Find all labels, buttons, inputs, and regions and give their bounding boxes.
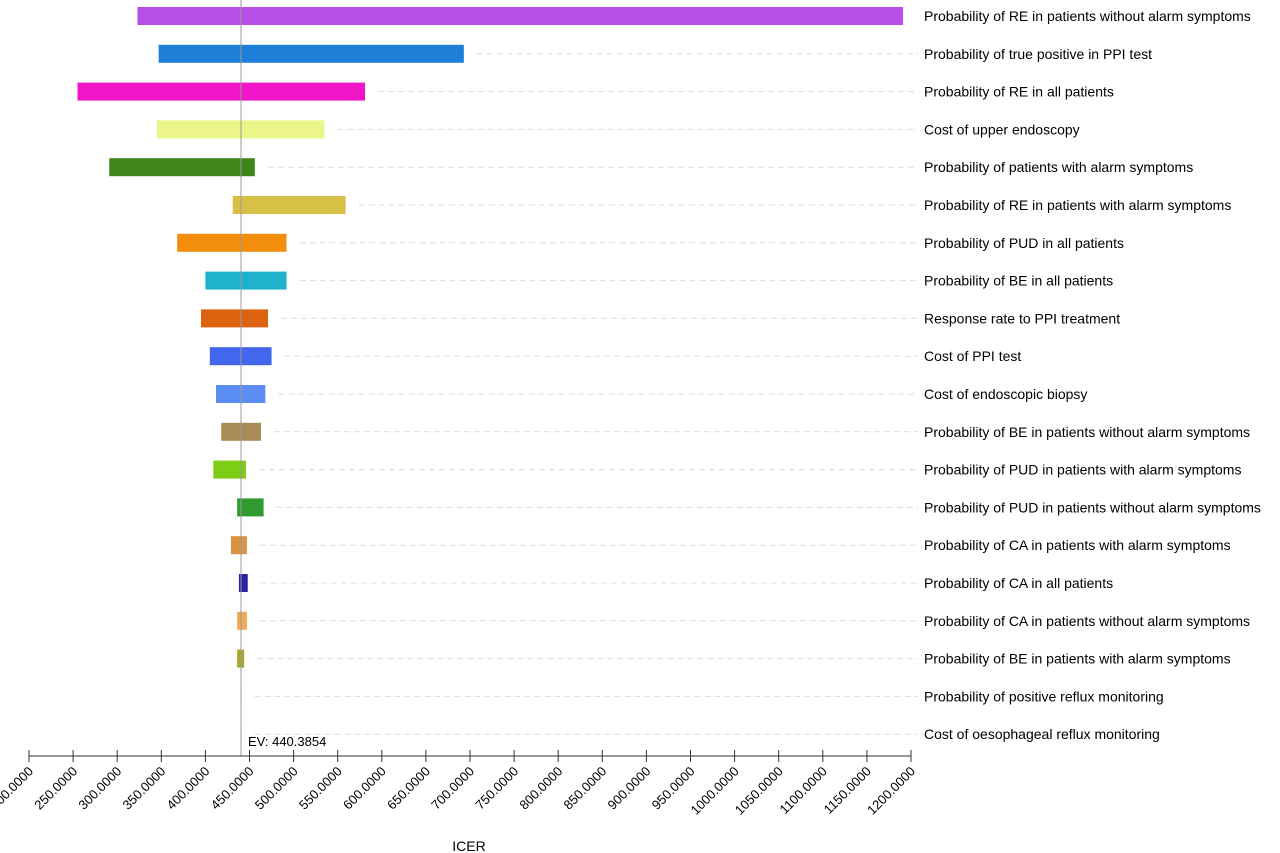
bar-label: Cost of PPI test bbox=[924, 348, 1021, 364]
x-tick-label: 750.0000 bbox=[472, 764, 521, 813]
bar bbox=[232, 196, 346, 214]
bar bbox=[238, 574, 248, 592]
x-tick-label: 550.0000 bbox=[296, 764, 345, 813]
bar-label: Probability of RE in all patients bbox=[924, 84, 1114, 100]
bar-label: Probability of CA in all patients bbox=[924, 575, 1113, 591]
x-tick-label: 200.0000 bbox=[0, 764, 36, 813]
x-tick-label: 450.0000 bbox=[208, 764, 257, 813]
x-axis-title: ICER bbox=[452, 838, 485, 853]
bar-label: Probability of CA in patients without al… bbox=[924, 613, 1250, 629]
bar-label: Probability of RE in patients without al… bbox=[924, 8, 1251, 24]
bar-label: Probability of BE in patients without al… bbox=[924, 424, 1250, 440]
x-tick-label: 800.0000 bbox=[516, 764, 565, 813]
bar bbox=[177, 233, 287, 252]
bar-label: Probability of patients with alarm sympt… bbox=[924, 159, 1193, 175]
bar-label: Probability of BE in patients with alarm… bbox=[924, 651, 1231, 667]
x-tick-label: 300.0000 bbox=[75, 764, 124, 813]
x-tick-label: 850.0000 bbox=[560, 764, 609, 813]
x-axis: 200.0000250.0000300.0000350.0000400.0000… bbox=[0, 750, 918, 818]
bar bbox=[237, 498, 264, 517]
bar bbox=[77, 82, 366, 101]
bar bbox=[137, 7, 904, 25]
bar bbox=[158, 44, 464, 63]
bar-label: Probability of true positive in PPI test bbox=[924, 46, 1152, 62]
x-tick-label: 600.0000 bbox=[340, 764, 389, 813]
bar bbox=[237, 611, 247, 630]
x-tick-label: 1050.0000 bbox=[732, 764, 786, 818]
bar-label: Probability of BE in all patients bbox=[924, 273, 1113, 289]
bar bbox=[213, 460, 246, 479]
x-tick-label: 650.0000 bbox=[384, 764, 433, 813]
bar-label: Probability of positive reflux monitorin… bbox=[924, 688, 1164, 704]
bars bbox=[77, 7, 904, 744]
x-tick-label: 500.0000 bbox=[252, 764, 301, 813]
x-tick-label: 400.0000 bbox=[164, 764, 213, 813]
bar-label: Probability of PUD in patients with alar… bbox=[924, 462, 1241, 478]
ev-label: EV: 440.3854 bbox=[248, 734, 326, 749]
bar bbox=[230, 536, 247, 555]
bar-label: Cost of upper endoscopy bbox=[924, 121, 1080, 137]
bar bbox=[200, 309, 269, 328]
x-tick-label: 1200.0000 bbox=[864, 764, 918, 818]
bar-label: Response rate to PPI treatment bbox=[924, 310, 1120, 326]
gridlines bbox=[254, 15, 918, 735]
x-tick-label: 900.0000 bbox=[605, 764, 654, 813]
bar-label: Probability of PUD in patients without a… bbox=[924, 499, 1261, 515]
bar-label: Cost of endoscopic biopsy bbox=[924, 386, 1087, 402]
bar bbox=[205, 271, 287, 290]
x-tick-label: 250.0000 bbox=[31, 764, 80, 813]
bar-label: Probability of RE in patients with alarm… bbox=[924, 197, 1231, 213]
x-tick-label: 700.0000 bbox=[428, 764, 477, 813]
bar bbox=[109, 158, 255, 177]
bar-label: Probability of PUD in all patients bbox=[924, 235, 1124, 251]
x-tick-label: 350.0000 bbox=[119, 764, 168, 813]
bar-label: Probability of CA in patients with alarm… bbox=[924, 537, 1231, 553]
bar-label: Cost of oesophageal reflux monitoring bbox=[924, 726, 1160, 742]
bar-labels: Probability of RE in patients without al… bbox=[924, 8, 1261, 742]
